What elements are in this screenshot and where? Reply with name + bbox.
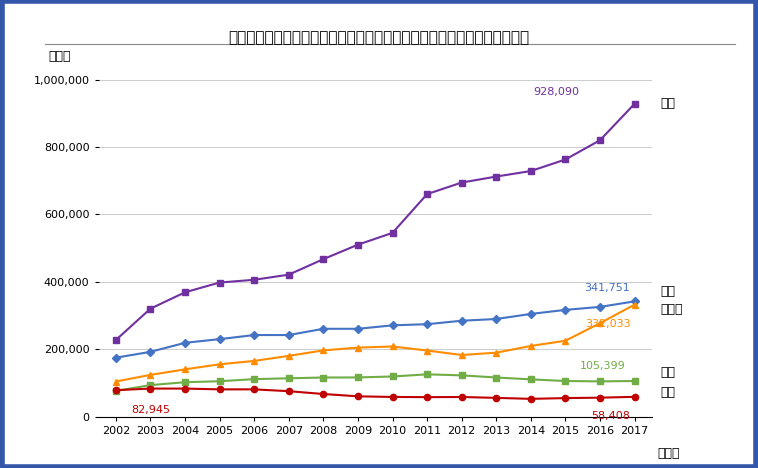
Text: 中国: 中国 xyxy=(660,97,675,110)
Text: 82,945: 82,945 xyxy=(131,405,170,415)
Text: 58,408: 58,408 xyxy=(591,411,631,421)
Text: 日本: 日本 xyxy=(660,387,675,399)
Text: インド: インド xyxy=(660,303,683,316)
Text: 韓国: 韓国 xyxy=(660,366,675,379)
Text: 928,090: 928,090 xyxy=(533,87,579,97)
Text: 105,399: 105,399 xyxy=(580,361,625,371)
Text: （人）: （人） xyxy=(49,50,71,63)
Text: 米国: 米国 xyxy=(660,285,675,298)
Text: （年）: （年） xyxy=(657,447,680,460)
Text: 国外の高等教育機関に留学する学生数の国際比較（単位を伴う長期留学）: 国外の高等教育機関に留学する学生数の国際比較（単位を伴う長期留学） xyxy=(228,30,530,45)
Text: 332,033: 332,033 xyxy=(584,319,631,329)
Text: 341,751: 341,751 xyxy=(584,283,631,293)
